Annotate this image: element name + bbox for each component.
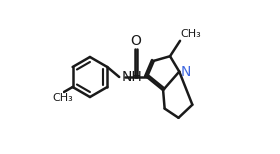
Text: NH: NH xyxy=(121,70,142,84)
Text: CH₃: CH₃ xyxy=(53,93,74,103)
Text: CH₃: CH₃ xyxy=(181,29,202,39)
Text: N: N xyxy=(181,65,191,79)
Text: O: O xyxy=(131,34,142,48)
